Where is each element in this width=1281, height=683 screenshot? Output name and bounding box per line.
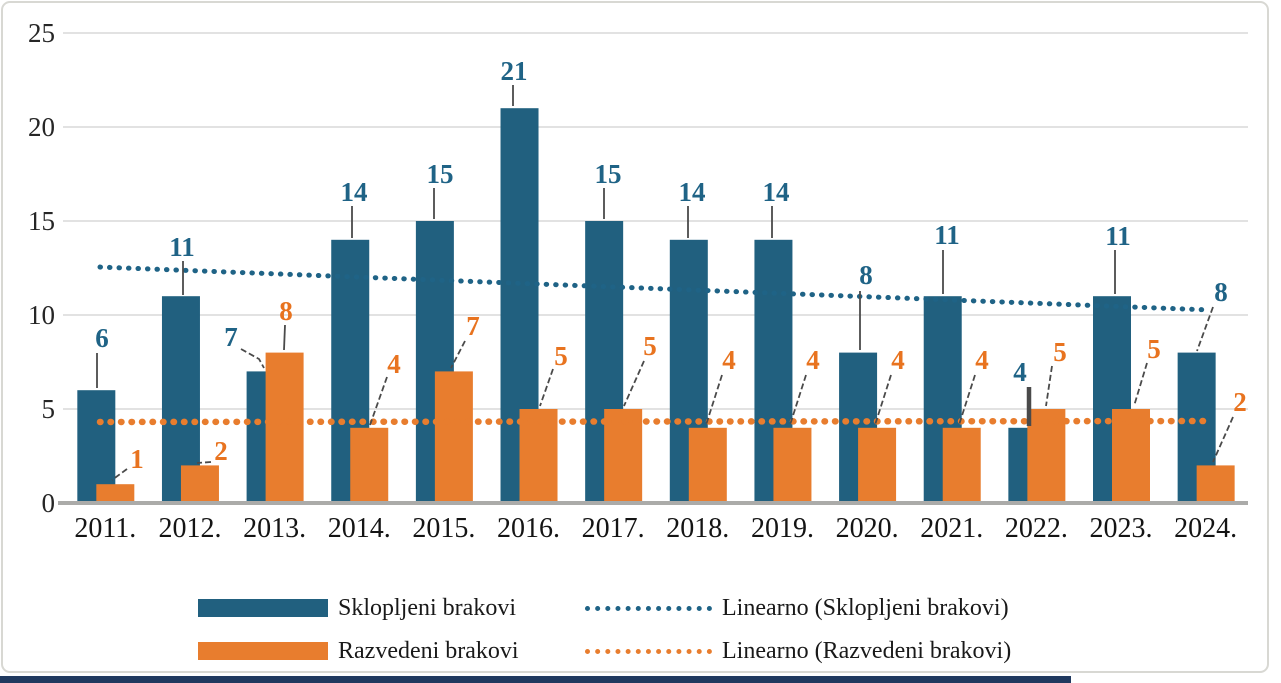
data-label-razvedeni-2024: 2 bbox=[1233, 387, 1247, 417]
data-label-sklopljeni-2012: 11 bbox=[169, 232, 195, 262]
legend-item-linearno-razvedeni: Linearno (Razvedeni brakovi) bbox=[585, 637, 1011, 665]
legend-label-linearno-sklopljeni: Linearno (Sklopljeni brakovi) bbox=[722, 595, 1009, 621]
legend-label-sklopljeni: Sklopljeni brakovi bbox=[338, 595, 516, 621]
leader-razvedeni-2011 bbox=[111, 468, 128, 481]
leader-razvedeni-2018 bbox=[705, 374, 723, 426]
bar-razvedeni-2022 bbox=[1027, 409, 1066, 503]
x-category-label-2013: 2013. bbox=[243, 513, 306, 544]
data-label-sklopljeni-2014: 14 bbox=[341, 177, 368, 207]
data-label-sklopljeni-2022: 4 bbox=[1013, 357, 1027, 387]
bar-razvedeni-2023 bbox=[1112, 409, 1150, 503]
legend-swatch-razvedeni bbox=[198, 642, 328, 660]
y-tick-label-20: 20 bbox=[28, 112, 55, 142]
bar-razvedeni-2014 bbox=[350, 427, 389, 503]
leader-razvedeni-2016 bbox=[539, 368, 554, 407]
x-category-label-2014: 2014. bbox=[328, 513, 391, 544]
data-label-razvedeni-2014: 4 bbox=[387, 349, 401, 379]
legend-item-sklopljeni: Sklopljeni brakovi bbox=[198, 594, 516, 622]
x-category-label-2024: 2024. bbox=[1174, 513, 1237, 544]
trendline-razvedeni bbox=[96, 417, 1216, 426]
legend-item-razvedeni: Razvedeni brakovi bbox=[198, 637, 519, 665]
x-category-label-2021: 2021. bbox=[920, 513, 983, 544]
legend-dotted-line-razvedeni bbox=[585, 648, 712, 654]
leader-razvedeni-2022 bbox=[1045, 365, 1053, 407]
x-category-label-2018: 2018. bbox=[666, 513, 729, 544]
trendline-sklopljeni bbox=[97, 264, 1211, 313]
leader-razvedeni-2017 bbox=[623, 360, 645, 407]
leader-razvedeni-2012 bbox=[196, 461, 212, 464]
leader-razvedeni-2024 bbox=[1212, 416, 1234, 463]
leader-razvedeni-2015 bbox=[450, 340, 466, 369]
bar-razvedeni-2013 bbox=[265, 352, 304, 503]
x-category-label-2016: 2016. bbox=[497, 513, 560, 544]
clipped-bottom-bar bbox=[0, 676, 1071, 683]
data-label-razvedeni-2021: 4 bbox=[975, 345, 989, 375]
data-label-razvedeni-2016: 5 bbox=[554, 341, 568, 371]
bar-razvedeni-2018 bbox=[688, 427, 727, 503]
data-label-sklopljeni-2015: 15 bbox=[427, 159, 454, 189]
x-category-label-2019: 2019. bbox=[751, 513, 814, 544]
x-category-label-2012: 2012. bbox=[158, 513, 221, 544]
y-tick-label-25: 25 bbox=[28, 18, 55, 48]
data-label-razvedeni-2015: 7 bbox=[466, 311, 480, 341]
data-label-sklopljeni-2021: 11 bbox=[934, 220, 960, 250]
y-tick-label-15: 15 bbox=[28, 206, 55, 236]
chart-legend: Sklopljeni brakovi Linearno (Sklopljeni … bbox=[0, 0, 1281, 664]
x-category-label-2023: 2023. bbox=[1090, 513, 1153, 544]
bar-razvedeni-2012 bbox=[180, 465, 219, 503]
legend-label-razvedeni: Razvedeni brakovi bbox=[338, 638, 519, 664]
data-label-razvedeni-2011: 1 bbox=[130, 444, 144, 474]
chart-figure-frame bbox=[1, 1, 1269, 673]
data-label-sklopljeni-2023: 11 bbox=[1105, 221, 1131, 251]
data-label-razvedeni-2020: 4 bbox=[891, 345, 905, 375]
bar-razvedeni-2011 bbox=[96, 484, 135, 503]
y-tick-label-10: 10 bbox=[28, 300, 55, 330]
leader-sklopljeni-2024 bbox=[1196, 306, 1214, 352]
bar-razvedeni-2024 bbox=[1196, 465, 1235, 503]
leader-sklopljeni-2013 bbox=[240, 348, 265, 369]
data-label-razvedeni-2012: 2 bbox=[214, 436, 228, 466]
x-category-label-2015: 2015. bbox=[412, 513, 475, 544]
data-label-sklopljeni-2024: 8 bbox=[1214, 277, 1228, 307]
data-label-sklopljeni-2013: 7 bbox=[224, 322, 238, 352]
bar-razvedeni-2021 bbox=[942, 427, 981, 503]
bar-razvedeni-2020 bbox=[858, 427, 897, 503]
data-label-razvedeni-2019: 4 bbox=[806, 345, 820, 375]
data-label-sklopljeni-2020: 8 bbox=[859, 260, 873, 290]
data-label-sklopljeni-2017: 15 bbox=[595, 159, 622, 189]
data-label-razvedeni-2022: 5 bbox=[1053, 337, 1067, 367]
data-label-sklopljeni-2018: 14 bbox=[679, 177, 706, 207]
legend-label-linearno-razvedeni: Linearno (Razvedeni brakovi) bbox=[722, 638, 1012, 664]
legend-swatch-sklopljeni bbox=[198, 599, 328, 617]
leader-razvedeni-2023 bbox=[1133, 362, 1148, 407]
legend-dotted-line-sklopljeni bbox=[585, 605, 712, 611]
leader-razvedeni-2020 bbox=[874, 374, 892, 426]
data-label-razvedeni-2023: 5 bbox=[1147, 334, 1161, 364]
leader-razvedeni-2013 bbox=[283, 324, 286, 351]
x-category-label-2020: 2020. bbox=[836, 513, 899, 544]
data-label-razvedeni-2018: 4 bbox=[722, 345, 736, 375]
bar-razvedeni-2019 bbox=[773, 427, 812, 503]
leader-razvedeni-2014 bbox=[369, 376, 388, 426]
data-label-razvedeni-2013: 8 bbox=[279, 296, 293, 326]
x-category-label-2011: 2011. bbox=[74, 513, 136, 544]
data-label-sklopljeni-2019: 14 bbox=[763, 177, 790, 207]
data-label-sklopljeni-2011: 6 bbox=[95, 323, 109, 353]
bar-razvedeni-2015 bbox=[434, 371, 473, 503]
legend-item-linearno-sklopljeni: Linearno (Sklopljeni brakovi) bbox=[585, 594, 1009, 622]
data-label-sklopljeni-2016: 21 bbox=[501, 56, 528, 86]
x-category-label-2022: 2022. bbox=[1005, 513, 1068, 544]
y-tick-label-0: 0 bbox=[42, 488, 56, 518]
y-tick-label-5: 5 bbox=[42, 394, 56, 424]
x-category-label-2017: 2017. bbox=[582, 513, 645, 544]
data-label-razvedeni-2017: 5 bbox=[643, 331, 657, 361]
